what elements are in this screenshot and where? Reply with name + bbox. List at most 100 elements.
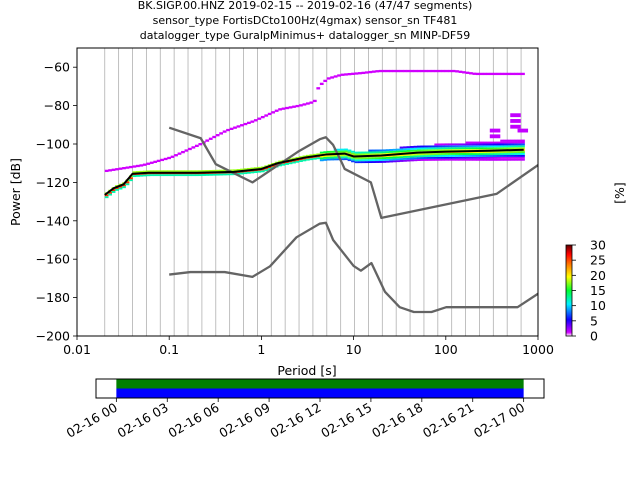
density-cell — [472, 145, 477, 148]
density-cell — [410, 147, 414, 150]
density-cell — [458, 145, 463, 148]
density-cell — [448, 156, 452, 159]
density-cell — [462, 158, 466, 161]
density-cell — [514, 151, 518, 154]
density-cell — [489, 153, 494, 156]
y-tick-label: −120 — [36, 175, 70, 190]
density-cell — [396, 158, 400, 161]
density-cell — [496, 156, 501, 159]
density-cell — [132, 165, 137, 168]
colorbar-tick-label: 25 — [590, 253, 606, 268]
density-cell — [188, 170, 192, 173]
density-cell — [344, 156, 348, 159]
density-cell — [330, 76, 335, 79]
density-cell — [458, 143, 463, 146]
density-cell — [236, 172, 241, 175]
density-cell — [358, 153, 362, 156]
density-cell — [392, 69, 397, 73]
density-cell — [472, 151, 477, 154]
density-cell — [396, 148, 400, 151]
density-cell — [514, 154, 518, 157]
density-cell — [389, 149, 394, 151]
density-cell — [510, 119, 521, 123]
density-cell — [399, 146, 404, 149]
density-cell — [406, 155, 411, 158]
density-cell — [153, 170, 158, 173]
density-cell — [250, 167, 255, 170]
density-cell — [430, 156, 435, 159]
density-cell — [500, 153, 505, 156]
density-cell — [122, 186, 126, 189]
density-cell — [240, 168, 244, 171]
density-cell — [430, 147, 435, 150]
density-cell — [517, 145, 522, 148]
density-cell — [489, 145, 494, 148]
density-cell — [503, 141, 508, 144]
density-cell — [413, 159, 418, 162]
density-cell — [253, 119, 258, 122]
density-cell — [160, 170, 165, 173]
density-cell — [312, 157, 317, 160]
timeline-tick-label: 02-16 21 — [420, 400, 476, 441]
density-cell — [194, 174, 199, 177]
density-cell — [441, 69, 446, 73]
density-cell — [521, 145, 525, 148]
density-cell — [323, 158, 328, 161]
density-cell — [330, 158, 335, 161]
density-cell — [174, 174, 178, 177]
density-cell — [246, 167, 251, 170]
timeline-tick-label: 02-16 09 — [216, 400, 272, 441]
density-cell — [500, 151, 505, 154]
density-cell — [434, 145, 439, 148]
title-line-2: sensor_type FortisDCto100Hz(4gmax) senso… — [153, 14, 458, 27]
density-cell — [503, 147, 508, 150]
density-cell — [160, 158, 165, 162]
density-cell — [167, 170, 171, 173]
density-cell — [430, 155, 435, 157]
density-cell — [205, 173, 210, 176]
density-cell — [413, 153, 418, 156]
density-cell — [118, 187, 123, 190]
density-cell — [423, 155, 428, 158]
density-cell — [458, 158, 463, 161]
density-cell — [125, 181, 130, 184]
density-cell — [510, 113, 521, 118]
density-cell — [340, 73, 345, 76]
density-cell — [462, 153, 466, 155]
density-cell — [139, 170, 144, 173]
density-cell — [482, 147, 487, 150]
density-cell — [521, 147, 525, 150]
density-cell — [413, 157, 418, 160]
density-cell — [253, 171, 258, 173]
density-cell — [430, 153, 435, 156]
density-cell — [354, 153, 359, 156]
density-cell — [219, 169, 224, 172]
density-cell — [479, 158, 484, 161]
density-cell — [448, 149, 452, 152]
density-cell — [319, 82, 324, 86]
density-cell — [482, 143, 487, 146]
density-cell — [469, 141, 473, 144]
density-cell — [118, 167, 123, 170]
y-tick-label: −60 — [44, 60, 70, 75]
density-cell — [354, 161, 359, 164]
density-cell — [361, 153, 366, 156]
density-cell — [420, 155, 425, 158]
density-cell — [514, 158, 518, 161]
density-cell — [434, 153, 439, 156]
density-cell — [521, 143, 525, 146]
density-cell — [403, 69, 407, 73]
density-cell — [416, 149, 421, 152]
density-cell — [416, 157, 421, 160]
density-cell — [406, 146, 411, 149]
density-cell — [517, 147, 522, 150]
density-cell — [323, 156, 328, 159]
density-cell — [507, 139, 511, 142]
density-cell — [521, 141, 525, 144]
density-cell — [448, 147, 452, 150]
x-tick-label: 0.1 — [159, 342, 179, 357]
density-cell — [108, 193, 112, 196]
density-cell — [371, 70, 376, 73]
